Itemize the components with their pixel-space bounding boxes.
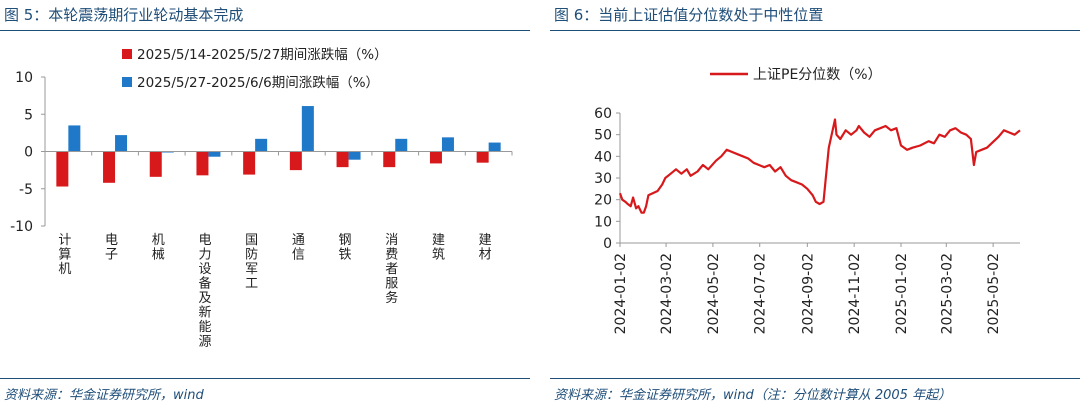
bar-2 (441, 137, 454, 152)
x-tick-label: 2024-03-02 (659, 253, 675, 334)
y-tick-label: 10 (15, 70, 33, 86)
category-label: 机械 (152, 233, 165, 263)
x-tick-label: 2024-05-02 (706, 253, 722, 334)
category-label: 建材 (479, 233, 492, 263)
category-label: 消费者服务 (385, 233, 398, 306)
category-label: 建筑 (432, 233, 445, 263)
legend-label: 2025/5/14-2025/5/27期间涨跌幅（%） (137, 47, 388, 63)
legend-label: 2025/5/27-2025/6/6期间涨跌幅（%） (137, 75, 379, 91)
industry-rotation-bar-chart: 10 5 0 -5 -10 计算机 电子 机械 电力设备及新能源 国防军工 通信 钢铁 消费者服务 建筑 建… (10, 47, 513, 350)
y-tick-label: -10 (10, 219, 33, 235)
bar-1 (336, 151, 349, 168)
bar-2 (115, 135, 128, 152)
legend-swatch (122, 49, 132, 59)
category-label: 计算机 (58, 233, 71, 277)
figure-5-title: 图 5：本轮震荡期行业轮动基本完成 (4, 6, 244, 24)
x-tick-label: 2024-11-02 (847, 253, 863, 334)
bar-2 (348, 151, 361, 160)
y-tick-label: 30 (594, 171, 612, 187)
figure-6-title: 图 6：当前上证估值分位数处于中性位置 (554, 6, 824, 24)
figure-5-source: 资料来源：华金证券研究所，wind (4, 388, 204, 403)
figure-6-top-rule (550, 30, 1080, 31)
y-tick-label: 0 (24, 145, 33, 161)
figure-5-top-rule (0, 30, 530, 31)
bar-1 (429, 151, 442, 164)
category-label: 钢铁 (339, 233, 352, 263)
y-tick-label: 0 (603, 236, 612, 252)
legend-label: 上证PE分位数（%） (753, 67, 882, 83)
bar-1 (56, 151, 69, 187)
y-tick-label: 10 (594, 214, 612, 230)
category-label: 通信 (292, 233, 305, 263)
figure-6-bottom-rule (550, 378, 1080, 379)
bar-1 (196, 151, 209, 176)
bar-2 (208, 151, 221, 157)
category-label: 国防军工 (245, 233, 258, 292)
x-tick-label: 2024-09-02 (800, 253, 816, 334)
bar-1 (476, 151, 489, 163)
x-tick-label: 2025-01-02 (894, 253, 910, 334)
legend-swatch (122, 77, 132, 87)
y-tick-label: 60 (594, 106, 612, 122)
bar-2 (255, 138, 268, 152)
category-label: 电力设备及新能源 (198, 233, 211, 350)
x-tick-label: 2024-01-02 (613, 253, 629, 334)
y-tick-label: 40 (594, 149, 612, 165)
bar-2 (395, 138, 408, 152)
figure-6-panel: 图 6：当前上证估值分位数处于中性位置 0 10 20 30 40 50 60 2024-01… (550, 0, 1080, 405)
x-tick-label: 2025-03-02 (939, 253, 955, 334)
bar-2 (68, 125, 81, 152)
bar-1 (383, 151, 396, 168)
bar-2 (301, 106, 314, 152)
pe-percentile-line-chart: 0 10 20 30 40 50 60 2024-01-02 2024-03-02 2024-05… (594, 67, 1021, 334)
category-label: 电子 (105, 233, 118, 263)
bar-1 (243, 151, 256, 175)
pe-percentile-series-line (618, 118, 1021, 214)
figure-5-bottom-rule (0, 378, 530, 379)
bar-1 (289, 151, 302, 171)
y-tick-label: 20 (594, 193, 612, 209)
y-tick-label: 5 (24, 107, 33, 123)
figure-5-panel: 图 5：本轮震荡期行业轮动基本完成 10 5 0 -5 -10 计算机 电子 机械 电力设备及新… (0, 0, 530, 405)
bar-1 (103, 151, 116, 183)
x-tick-label: 2024-07-02 (753, 253, 769, 334)
y-tick-label: -5 (19, 182, 33, 198)
y-tick-label: 50 (594, 128, 612, 144)
x-tick-label: 2025-05-02 (986, 253, 1002, 334)
bar-2 (488, 142, 501, 152)
figure-6-source: 资料来源：华金证券研究所，wind（注：分位数计算从 2005 年起） (554, 388, 952, 403)
bar-1 (149, 151, 162, 177)
